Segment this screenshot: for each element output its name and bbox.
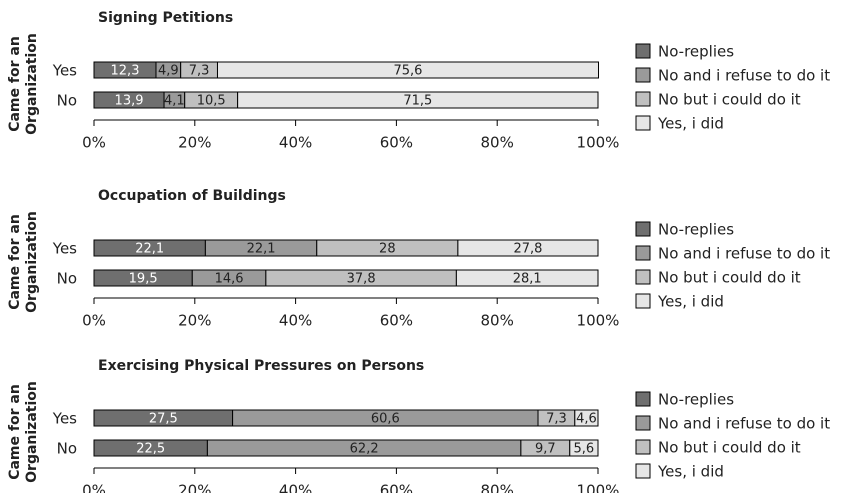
value-label: 14,6: [215, 272, 244, 287]
value-label: 27,5: [149, 412, 178, 427]
value-label: 5,6: [574, 442, 595, 457]
category-label: No: [57, 440, 77, 458]
legend-label: Yes, i did: [657, 115, 724, 133]
value-label: 71,5: [403, 94, 432, 109]
legend-swatch: [635, 415, 651, 431]
x-tick-label: 40%: [279, 482, 312, 494]
y-axis-title: Organization: [24, 211, 40, 313]
value-label: 22,1: [135, 242, 164, 257]
value-label: 62,2: [350, 442, 379, 457]
legend-label: No and i refuse to do it: [658, 415, 830, 433]
value-label: 9,7: [535, 442, 556, 457]
value-label: 75,6: [394, 64, 423, 79]
value-label: 22,5: [136, 442, 165, 457]
legend-swatch: [635, 293, 651, 309]
bar-segment: [574, 409, 599, 427]
x-tick-label: 0%: [82, 312, 106, 330]
y-axis-title: Came for an: [7, 36, 23, 132]
chart-title: Occupation of Buildings: [98, 188, 286, 204]
category-label: Yes: [52, 62, 77, 80]
legend-label: No-replies: [658, 43, 734, 61]
chart-title: Exercising Physical Pressures on Persons: [98, 358, 424, 374]
bar-segment: [457, 239, 599, 257]
x-tick-label: 80%: [481, 312, 514, 330]
legend-swatch: [635, 269, 651, 285]
legend-swatch: [635, 391, 651, 407]
category-label: Yes: [52, 410, 77, 428]
x-tick-label: 60%: [380, 134, 413, 152]
x-tick-label: 20%: [178, 482, 211, 494]
legend-label: No and i refuse to do it: [658, 67, 830, 85]
legend-swatch: [635, 463, 651, 479]
category-label: Yes: [52, 240, 77, 258]
y-axis-title: Organization: [24, 33, 40, 135]
value-label: 27,8: [513, 242, 542, 257]
legend-label: No but i could do it: [658, 91, 801, 109]
x-tick-label: 60%: [380, 482, 413, 494]
chart: Exercising Physical Pressures on Persons…: [7, 358, 830, 497]
value-label: 19,5: [129, 272, 158, 287]
legend-label: No-replies: [658, 391, 734, 409]
x-tick-label: 100%: [577, 134, 620, 152]
value-label: 7,3: [189, 64, 210, 79]
x-tick-label: 80%: [481, 134, 514, 152]
value-label: 22,1: [247, 242, 276, 257]
legend-label: No but i could do it: [658, 269, 801, 287]
legend-swatch: [635, 115, 651, 131]
legend-label: Yes, i did: [657, 293, 724, 311]
x-tick-label: 20%: [178, 134, 211, 152]
y-axis-title: Came for an: [7, 384, 23, 480]
value-label: 60,6: [371, 412, 400, 427]
category-label: No: [57, 92, 77, 110]
legend-label: Yes, i did: [657, 463, 724, 481]
legend-swatch: [635, 245, 651, 261]
chart: Signing Petitions Came for an Organization…: [7, 10, 830, 152]
y-axis-title: Organization: [24, 381, 40, 483]
value-label: 4,9: [158, 64, 179, 79]
x-tick-label: 20%: [178, 312, 211, 330]
legend-swatch: [635, 439, 651, 455]
legend-swatch: [635, 91, 651, 107]
legend-swatch: [635, 43, 651, 59]
category-label: No: [57, 270, 77, 288]
legend-label: No but i could do it: [658, 439, 801, 457]
value-label: 7,3: [546, 412, 567, 427]
value-label: 4,1: [164, 94, 185, 109]
legend-swatch: [635, 67, 651, 83]
x-tick-label: 40%: [279, 312, 312, 330]
value-label: 10,5: [197, 94, 226, 109]
x-tick-label: 100%: [577, 312, 620, 330]
bar-segment: [237, 91, 599, 109]
y-axis-title: Came for an: [7, 214, 23, 310]
value-label: 28: [379, 242, 396, 257]
x-tick-label: 60%: [380, 312, 413, 330]
x-tick-label: 0%: [82, 482, 106, 494]
value-label: 13,9: [115, 94, 144, 109]
legend-label: No-replies: [658, 221, 734, 239]
x-tick-label: 0%: [82, 134, 106, 152]
chart-title: Signing Petitions: [98, 10, 233, 26]
value-label: 28,1: [513, 272, 542, 287]
x-tick-label: 80%: [481, 482, 514, 494]
value-label: 37,8: [347, 272, 376, 287]
chart: Occupation of Buildings Came for an Organi…: [7, 188, 830, 330]
legend-label: No and i refuse to do it: [658, 245, 830, 263]
bar-segment: [569, 439, 599, 457]
x-tick-label: 100%: [577, 482, 620, 494]
value-label: 4,6: [576, 412, 597, 427]
bar-segment: [216, 61, 600, 79]
legend-swatch: [635, 221, 651, 237]
bar-segment: [455, 269, 599, 287]
value-label: 12,3: [111, 64, 140, 79]
x-tick-label: 40%: [279, 134, 312, 152]
